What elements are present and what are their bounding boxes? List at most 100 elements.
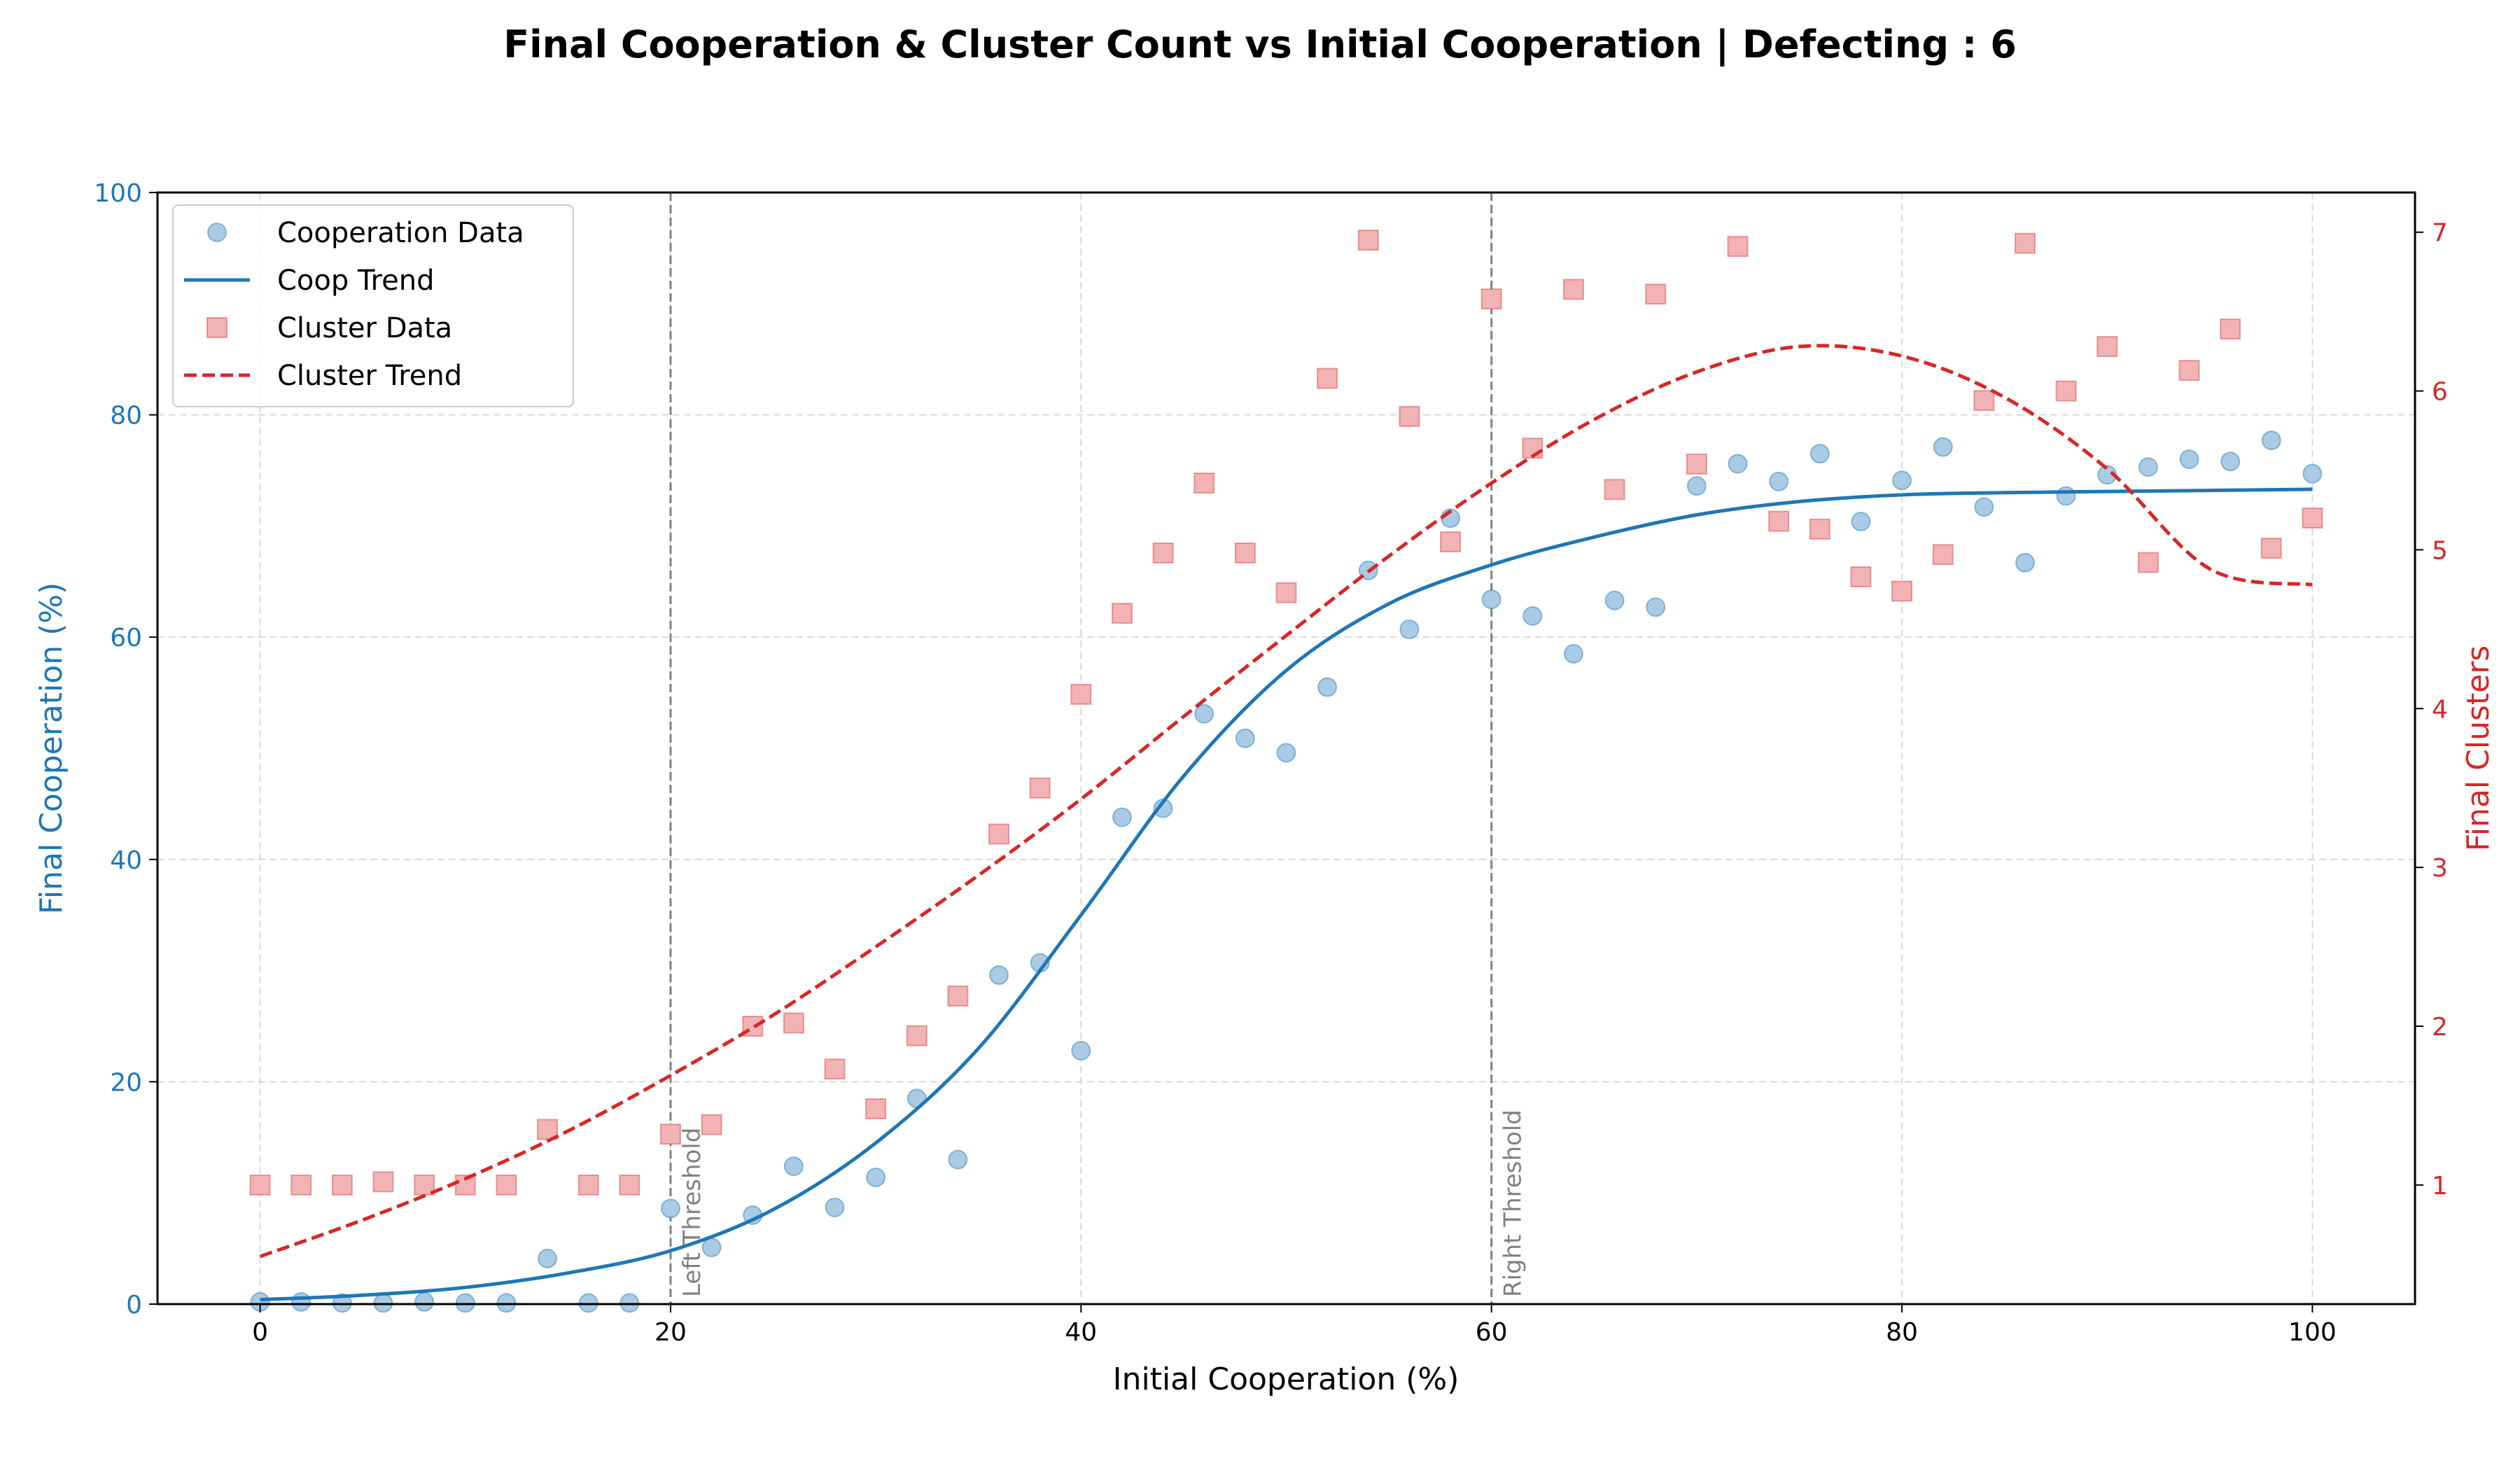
legend-label: Cluster Trend: [277, 360, 462, 392]
y-left-tick-label: 20: [110, 1068, 142, 1097]
y-left-tick-label: 80: [110, 402, 142, 430]
coop-data-point: [1563, 644, 1583, 664]
coop-data-point: [1892, 470, 1912, 491]
cluster-data-point: [2014, 232, 2036, 254]
coop-data-point: [1646, 597, 1666, 617]
coop-data-point: [1522, 606, 1543, 626]
coop-data-point: [1235, 728, 1255, 748]
cluster-data-point: [1809, 518, 1830, 540]
coop-data-point: [825, 1197, 845, 1217]
coop-data-point: [1809, 444, 1830, 464]
cluster-data-point: [1070, 683, 1092, 705]
legend-cluster-data-marker: [206, 317, 227, 338]
cluster-data-point: [947, 985, 969, 1007]
x-tick-label: 80: [1886, 1318, 1918, 1347]
coop-data-point: [2179, 449, 2199, 470]
y-left-tick-label: 60: [110, 624, 142, 652]
coop-data-point: [783, 1156, 804, 1177]
cluster-data-point: [1399, 405, 1420, 427]
cluster-data-point: [2260, 538, 2282, 559]
cluster-data-point: [2220, 318, 2241, 340]
coop-data-point: [1194, 704, 1214, 724]
coop-data-point: [291, 1292, 312, 1312]
y-right-tick-label: 3: [2432, 854, 2448, 883]
cluster-data-point: [1522, 438, 1544, 459]
legend-box: [172, 204, 574, 407]
cluster-data-point: [331, 1174, 353, 1196]
cluster-data-point: [1727, 236, 1749, 258]
legend-label: Cluster Data: [277, 312, 452, 344]
cluster-data-point: [824, 1058, 846, 1080]
threshold-label: Left Threshold: [678, 1128, 706, 1297]
coop-data-point: [2015, 552, 2035, 573]
coop-data-point: [455, 1293, 475, 1313]
cluster-data-point: [578, 1174, 599, 1196]
cluster-data-point: [2137, 552, 2159, 573]
coop-data-point: [578, 1293, 598, 1313]
y-left-tick-label: 0: [126, 1291, 142, 1320]
y-right-tick-label: 4: [2432, 695, 2448, 724]
y-axis-right-label: Final Clusters: [2460, 645, 2496, 852]
coop-trend-line: [260, 487, 2313, 1302]
cluster-data-point: [1562, 279, 1584, 300]
cluster-trend-line: [259, 344, 2313, 1259]
coop-data-point: [1276, 743, 1296, 763]
coop-data-point: [866, 1167, 886, 1187]
cluster-data-point: [249, 1174, 271, 1196]
y-right-tick-label: 6: [2432, 378, 2448, 407]
coop-data-point: [538, 1248, 558, 1268]
cluster-data-point: [1317, 368, 1338, 389]
cluster-data-point: [1029, 777, 1051, 799]
coop-data-point: [1851, 512, 1871, 532]
legend: Cooperation Data Coop Trend Cluster Data Cl…: [172, 204, 574, 407]
x-tick-label: 60: [1476, 1318, 1508, 1347]
coop-data-point: [2302, 463, 2323, 484]
plot-frame: [156, 191, 2416, 1306]
cluster-data-point: [1234, 542, 1256, 564]
coop-data-point: [701, 1238, 722, 1258]
cluster-data-point: [1440, 531, 1462, 553]
cluster-data-point: [1932, 544, 1954, 566]
coop-data-point: [1071, 1040, 1091, 1060]
coop-data-point: [620, 1293, 640, 1313]
legend-label: Cooperation Data: [277, 217, 524, 249]
cluster-data-point: [1275, 582, 1297, 603]
threshold-lines: Left Threshold Right Threshold: [669, 192, 1527, 1304]
y-right-tick-label: 2: [2432, 1013, 2448, 1042]
cluster-data-point: [290, 1174, 312, 1196]
cluster-data-point: [496, 1174, 517, 1196]
coop-data-point: [1769, 471, 1789, 491]
coop-data-point: [414, 1292, 435, 1312]
coop-data-point: [1112, 807, 1132, 827]
coop-data-point: [1317, 677, 1338, 697]
coop-data-point: [2056, 486, 2076, 506]
cluster-data-point: [1111, 603, 1133, 624]
coop-data-point: [2220, 451, 2241, 472]
cluster-data-point: [659, 1124, 681, 1145]
coop-data-point: [2138, 457, 2158, 477]
legend-coop-data-marker: [207, 223, 227, 242]
chart-title: Final Cooperation & Cluster Count vs Ini…: [503, 22, 2017, 66]
cluster-data-point: [783, 1012, 804, 1034]
cluster-data-point: [2302, 507, 2323, 529]
coop-data-point: [373, 1293, 393, 1313]
cluster-data-point: [865, 1098, 887, 1119]
legend-label: Coop Trend: [277, 265, 434, 297]
x-tick-label: 0: [252, 1318, 268, 1347]
coop-data-point: [1686, 476, 1707, 496]
x-tick-label: 100: [2288, 1318, 2337, 1347]
cluster-data-point: [988, 823, 1010, 845]
coop-data-point: [989, 965, 1009, 985]
cluster-data-point: [906, 1025, 927, 1046]
coop-data-point: [660, 1198, 680, 1219]
y-right-tick-label: 7: [2432, 219, 2448, 248]
cluster-data-point: [1768, 510, 1790, 532]
cluster-data-point: [1973, 390, 1995, 412]
cluster-data-point: [1480, 288, 1502, 309]
coop-data-point: [1974, 497, 1994, 517]
coop-data-point: [2261, 430, 2281, 451]
y-left-tick-label: 40: [110, 846, 142, 875]
cluster-data-point: [2178, 360, 2200, 382]
y-axis-left-label: Final Cooperation (%): [34, 582, 69, 914]
